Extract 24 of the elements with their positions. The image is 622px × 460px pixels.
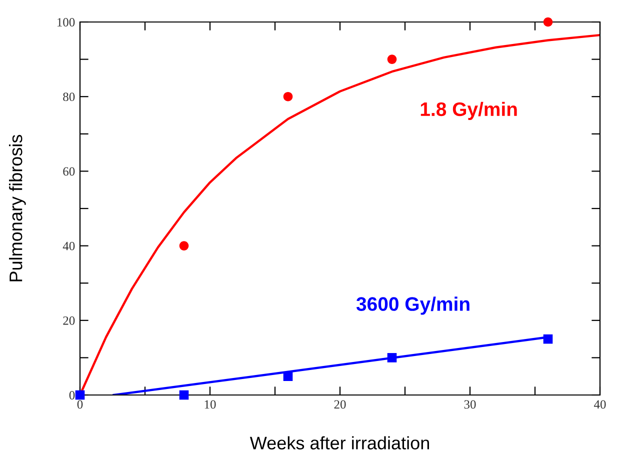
point [543, 334, 553, 344]
x-tick-label: 0 [77, 400, 83, 409]
point [283, 92, 293, 102]
y-tick-label: 20 [63, 316, 75, 325]
y-tick-label: 0 [69, 391, 75, 400]
text: 1.8 Gy/min [420, 102, 517, 120]
point [179, 241, 189, 250]
point [179, 390, 189, 400]
x-axis-title: Weeks after irradiation [250, 436, 429, 450]
text: 3600 Gy/min [356, 296, 470, 315]
x-tick-label: 20 [334, 400, 346, 409]
x-tick-label: 10 [204, 400, 216, 409]
y-axis-title: Pulmonary fibrosis [9, 134, 26, 282]
y-tick-label: 40 [62, 242, 75, 250]
y-tick-label: 60 [63, 167, 75, 176]
point [387, 353, 397, 362]
x-tick-label: 40 [594, 400, 606, 409]
point [543, 17, 553, 27]
y-tick-label: 80 [63, 92, 75, 102]
point [75, 390, 85, 400]
point [283, 372, 293, 382]
x-tick-label: 30 [464, 400, 476, 409]
y-tick-label: 100 [57, 18, 75, 26]
point [387, 54, 397, 64]
